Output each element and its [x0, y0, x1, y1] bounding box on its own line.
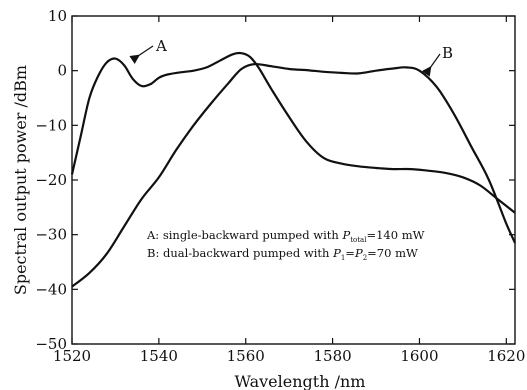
y-tick-label: 0 [57, 62, 67, 80]
series-line-b [71, 62, 517, 288]
x-tick-label: 1600 [400, 347, 438, 365]
legend-b-eq: = [345, 246, 355, 260]
x-tick-label: 1540 [140, 347, 178, 365]
x-tick-label: 1580 [313, 347, 351, 365]
y-tick-label: −50 [35, 335, 67, 353]
legend-b-prefix: B: dual-backward pumped with [147, 246, 333, 260]
annotation-b: B [421, 44, 453, 77]
y-tick-label: 10 [48, 7, 67, 25]
legend-line-a: A: single-backward pumped with Ptotal=14… [146, 228, 425, 244]
x-axis-label: Wavelength /nm [235, 372, 366, 390]
legend-b-p1: P [332, 246, 341, 260]
legend-b-p2: P [354, 246, 363, 260]
arrow-a [129, 45, 154, 64]
legend-a-post: =140 mW [366, 228, 424, 242]
legend-a-prefix: A: single-backward pumped with [146, 228, 342, 242]
y-tick-label: −40 [35, 280, 67, 298]
y-tick-label: −20 [35, 171, 67, 189]
legend-b-sub2: 2 [363, 254, 367, 262]
legend-b-sub1: 1 [341, 254, 345, 262]
legend-b-post: =70 mW [367, 246, 418, 260]
y-axis-label: Spectral output power /dBm [11, 65, 30, 295]
arrow-b [421, 53, 441, 77]
label-a: A [155, 37, 167, 55]
y-tick-label: −10 [35, 116, 67, 134]
y-tick-label: −30 [35, 226, 67, 244]
annotation-a: A [129, 37, 167, 64]
legend-line-b: B: dual-backward pumped with P1=P2=70 mW [147, 246, 418, 262]
x-tick-label: 1560 [227, 347, 265, 365]
label-b: B [442, 44, 453, 62]
legend-a-var: P [341, 228, 350, 242]
legend-a-sub: total [350, 236, 367, 244]
x-tick-label: 1520 [53, 347, 91, 365]
x-tick-label: 1620 [487, 347, 525, 365]
plot-frame [71, 15, 516, 345]
series-line-a [70, 51, 516, 214]
